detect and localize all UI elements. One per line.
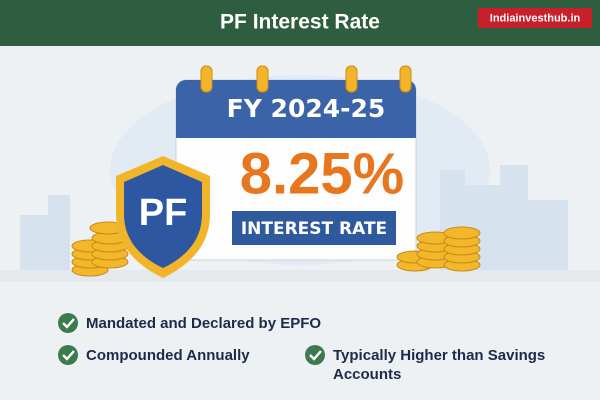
calendar-rings [200,65,412,93]
caption-banner [232,211,396,245]
ground [0,270,600,282]
rate: 8.25% [240,141,404,206]
feature: Mandated and Declared by EPFO [86,315,322,332]
shield [124,165,202,268]
feature: Typically Higher than Savings Accounts [333,347,546,383]
title: PF Interest Rate [220,11,380,34]
coins [71,221,481,277]
brand: Indiainvesthub.in [490,12,581,24]
calendar-top [176,80,416,138]
fiscal-year: FY 2024-25 [227,94,386,123]
feature: Compounded Annually [86,347,250,364]
shield-label: PF [139,192,188,234]
brand-badge [478,8,592,28]
caption: INTEREST RATE [241,219,387,239]
check-icons [58,313,325,365]
